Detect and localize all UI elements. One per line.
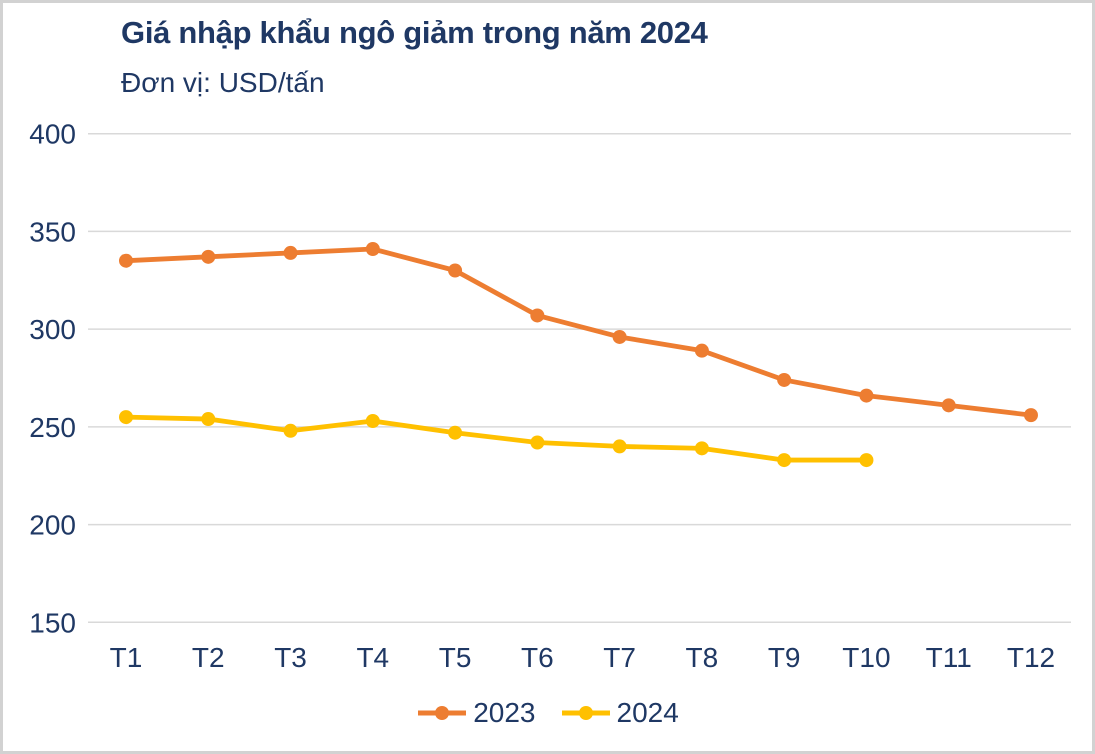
series-2023-point-T1 (119, 253, 133, 268)
chart-subtitle: Đơn vị: USD/tấn (121, 67, 325, 98)
series-2023-point-T9 (777, 372, 792, 387)
series-2023-point-T11 (941, 398, 956, 413)
x-axis-tick-label: T5 (439, 642, 472, 673)
series-2023-point-T8 (694, 343, 709, 358)
series-2024-point-T9 (777, 453, 792, 468)
series-2024-point-T1 (119, 410, 133, 425)
series-2023-point-T3 (283, 245, 298, 260)
chart-legend: 2023 2024 (0, 699, 1095, 727)
y-axis-tick-label: 200 (29, 510, 76, 541)
x-axis-tick-label: T2 (192, 642, 225, 673)
series-2024-point-T7 (612, 439, 627, 454)
series-2024-point-T4 (365, 413, 380, 428)
series-2024-point-T10 (859, 453, 874, 468)
legend-marker-2024-icon (561, 706, 610, 720)
series-2023-point-T5 (448, 263, 463, 278)
y-axis-tick-label: 300 (29, 314, 76, 345)
series-2024-point-T2 (201, 412, 216, 427)
series-2023-line (123, 246, 1034, 418)
x-axis-tick-label: T6 (521, 642, 554, 673)
legend-label-2023: 2023 (473, 697, 536, 728)
y-axis-tick-label: 150 (29, 607, 76, 638)
series-2024-line (123, 414, 869, 463)
x-axis-tick-label: T3 (274, 642, 307, 673)
series-2023-point-T12 (1023, 408, 1038, 423)
x-axis-tick-label: T7 (603, 642, 636, 673)
series-2023-point-T7 (612, 329, 627, 344)
series-2023-point-T2 (201, 249, 216, 264)
legend-label-2024: 2024 (616, 697, 679, 728)
series-2023-point-T6 (530, 308, 545, 323)
series-2023-point-T4 (365, 242, 380, 257)
x-axis-tick-label: T8 (686, 642, 719, 673)
y-axis-tick-label: 350 (29, 216, 76, 247)
series-2024-point-T6 (530, 435, 545, 450)
chart-title: Giá nhập khẩu ngô giảm trong năm 2024 (121, 15, 708, 50)
series-2023-point-T10 (859, 388, 874, 403)
y-axis-tick-label: 400 (29, 119, 76, 150)
x-axis-tick-label: T11 (926, 642, 972, 673)
legend-item-2023: 2023 (416, 697, 536, 728)
x-axis-tick-label: T10 (842, 642, 890, 673)
legend-item-2024: 2024 (560, 699, 679, 727)
x-axis-tick-label: T9 (768, 642, 801, 673)
series-2024-point-T3 (283, 423, 298, 438)
y-axis-tick-label: 250 (29, 412, 76, 443)
legend-marker-2023-icon (418, 706, 467, 720)
series-2024-point-T5 (448, 425, 463, 440)
x-axis-tick-label: T12 (1007, 642, 1055, 673)
x-axis-tick-label: T1 (110, 642, 143, 673)
x-axis-tick-label: T4 (356, 642, 389, 673)
series-2024-point-T8 (694, 441, 709, 456)
